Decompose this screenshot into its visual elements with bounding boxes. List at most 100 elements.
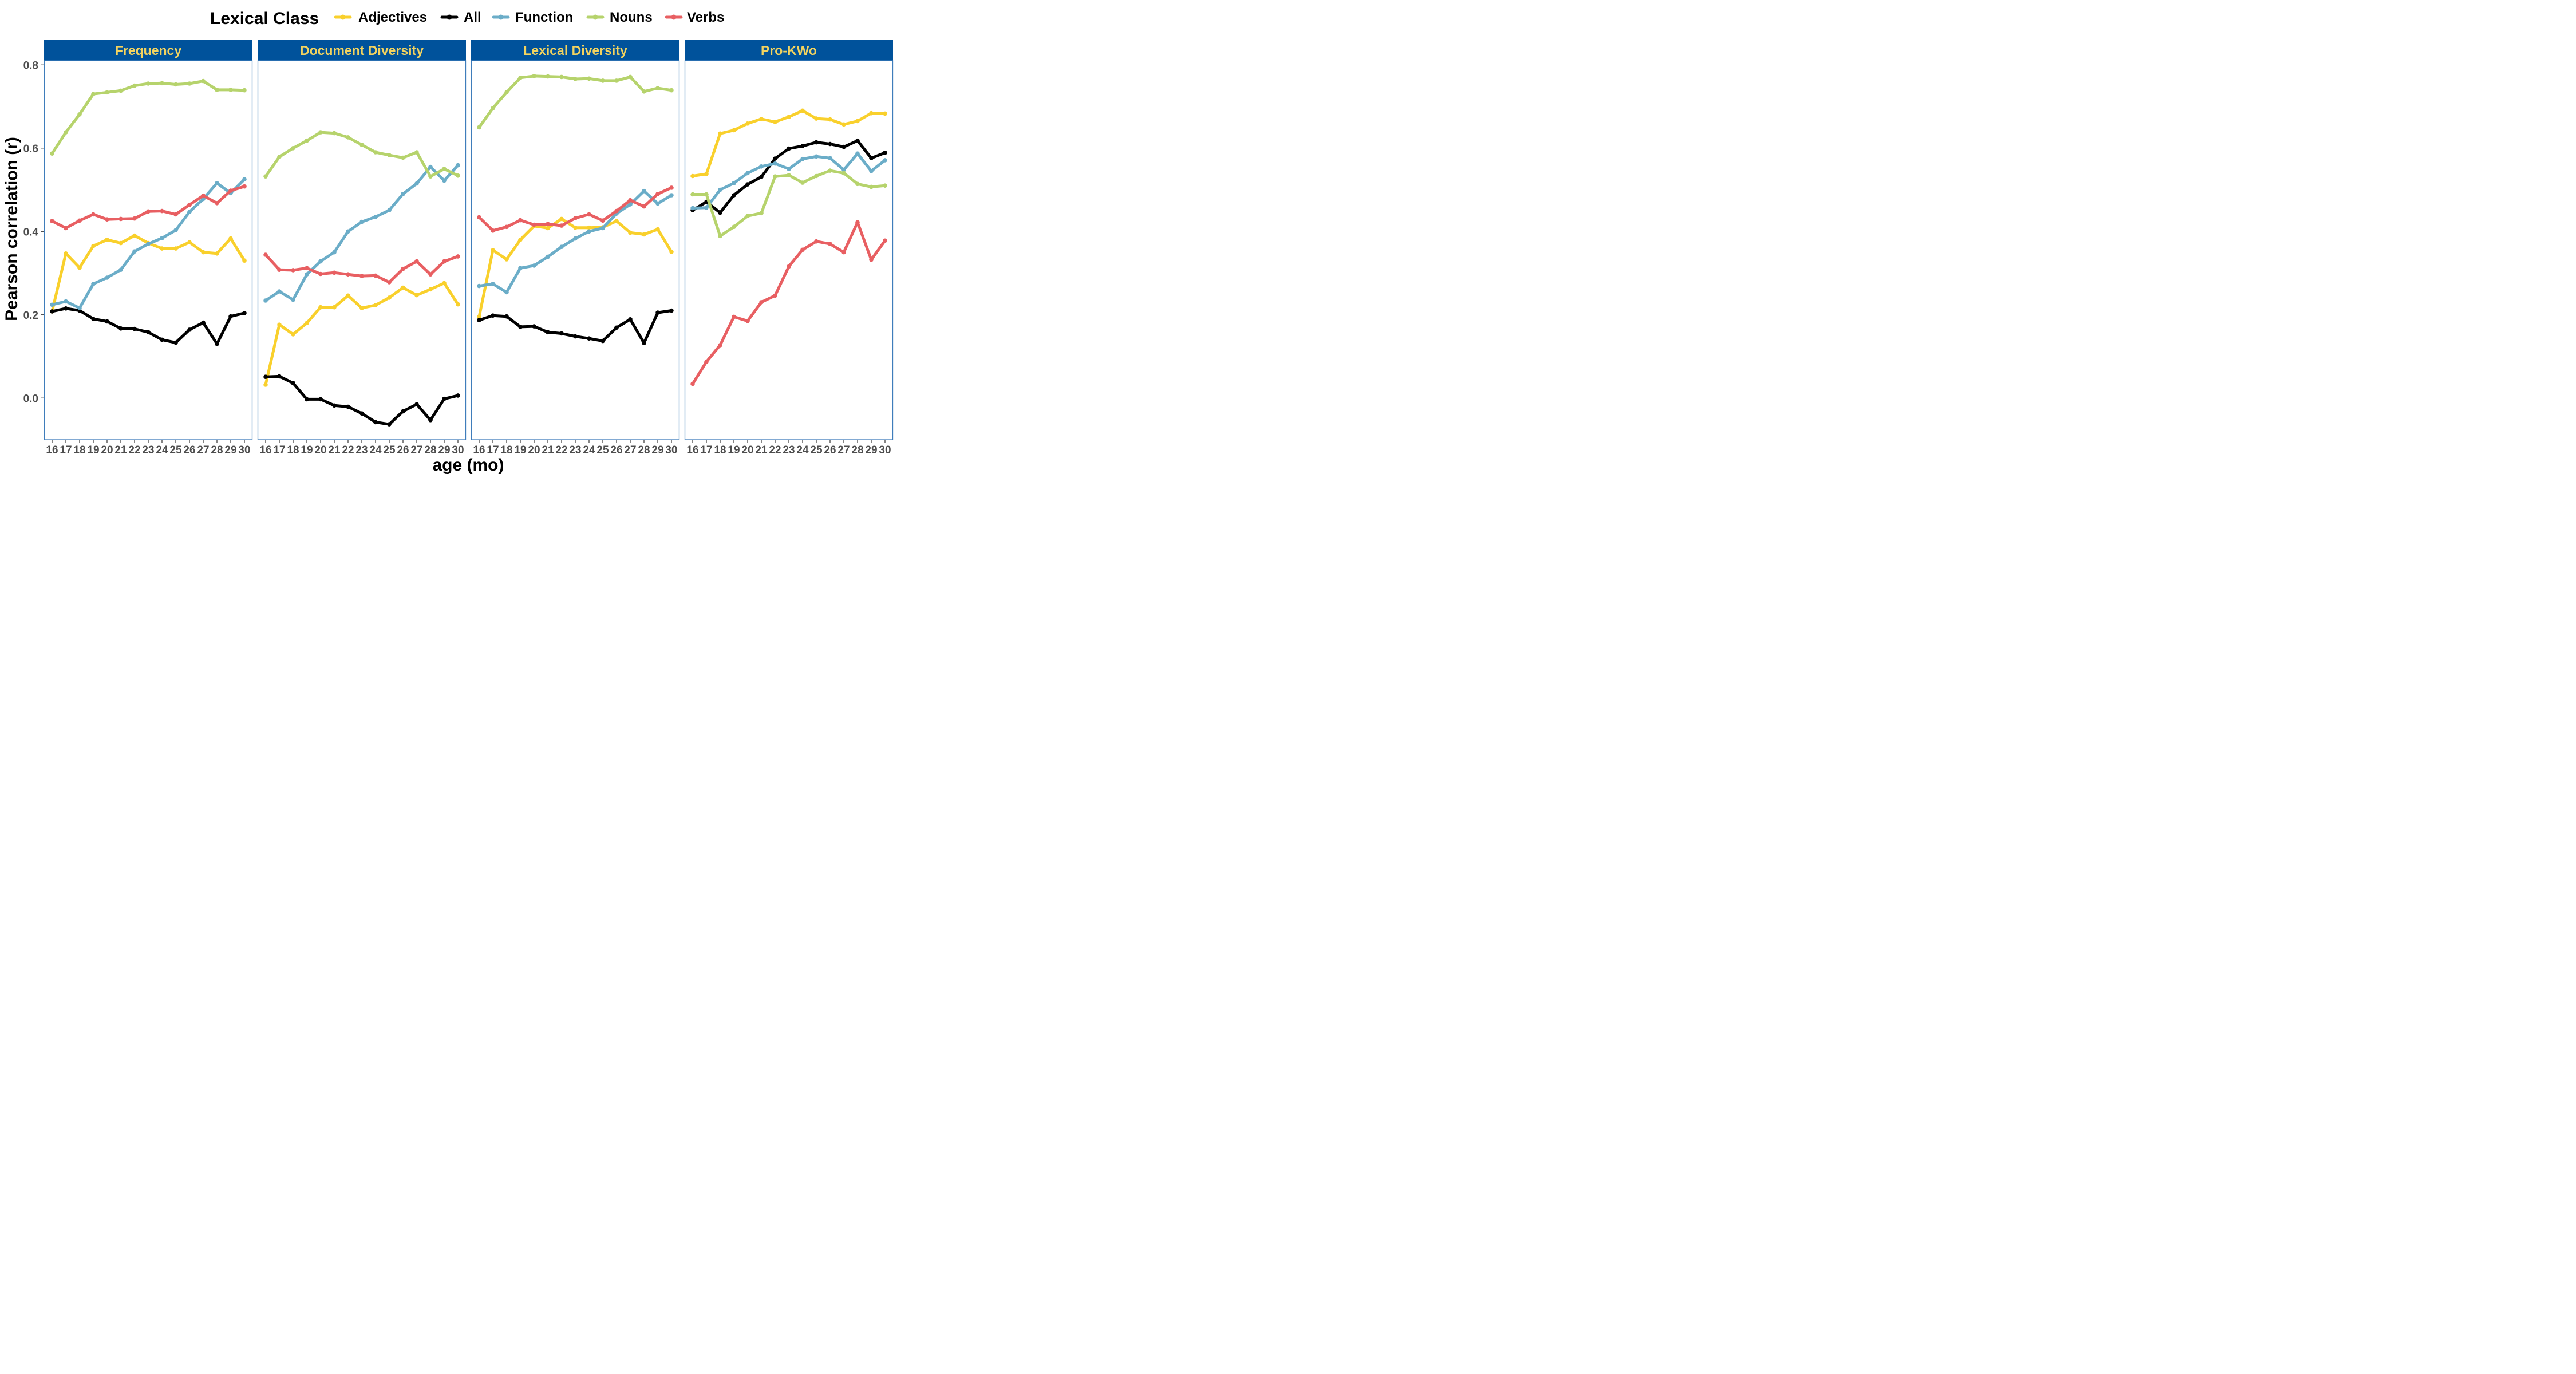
x-tick-label: 24 (583, 444, 595, 456)
data-point-adjectives (669, 250, 674, 254)
data-point-all (442, 396, 447, 401)
data-point-verbs (318, 271, 323, 277)
data-point-adjectives (387, 295, 392, 300)
legend-entry-adjectives: Adjectives (334, 10, 427, 25)
x-tick-label: 28 (424, 444, 436, 456)
data-point-adjectives (187, 240, 192, 245)
data-point-adjectives (559, 216, 564, 222)
x-tick-label: 26 (610, 444, 622, 456)
panel-lexical-diversity: Lexical Diversity 16 17 18 19 20 21 22 23 24 25 26 2… (471, 40, 680, 456)
x-tick-label: 20 (101, 444, 113, 456)
data-point-verbs (477, 215, 481, 220)
panel-title: Pro-KWo (761, 43, 817, 58)
data-point-nouns (759, 211, 764, 216)
data-point-all (504, 314, 509, 319)
data-point-function (655, 201, 660, 206)
data-point-all (546, 330, 550, 335)
data-point-function (800, 156, 805, 161)
series-verbs (477, 185, 674, 233)
data-point-verbs (614, 208, 619, 214)
data-point-verbs (132, 216, 137, 221)
data-point-verbs (655, 192, 660, 196)
data-point-verbs (491, 228, 495, 233)
panel-title: Lexical Diversity (523, 43, 627, 58)
x-tick-label: 18 (714, 444, 726, 456)
data-point-function (883, 158, 887, 163)
data-point-adjectives (160, 246, 164, 251)
data-point-verbs (160, 208, 164, 214)
data-point-function (532, 263, 536, 268)
data-point-nouns (828, 168, 832, 173)
data-point-all (428, 418, 433, 423)
data-point-function (773, 161, 777, 166)
data-point-all (64, 306, 68, 311)
data-point-nouns (387, 153, 392, 157)
data-point-adjectives (105, 238, 109, 242)
data-point-verbs (442, 259, 447, 264)
data-point-nouns (318, 130, 323, 135)
legend-label-nouns: Nouns (610, 10, 653, 25)
data-point-all (118, 326, 123, 331)
data-point-verbs (105, 217, 109, 222)
data-point-nouns (869, 184, 874, 189)
data-point-all (401, 409, 405, 414)
data-point-verbs (532, 222, 536, 227)
x-tick-label: 16 (473, 444, 485, 456)
data-point-all (614, 325, 619, 330)
x-tick-label: 19 (301, 444, 313, 456)
panel-pro-kwo: Pro-KWo 16 17 18 19 20 21 22 23 24 25 26 27 28 29 30 (684, 40, 894, 456)
legend-entries: Adjectives All Function Nouns Verbs (334, 10, 724, 25)
x-tick-label: 21 (755, 444, 768, 456)
data-point-all (228, 314, 233, 319)
series-function (477, 188, 674, 295)
data-point-all (50, 309, 54, 314)
data-point-all (532, 324, 536, 329)
data-point-all (883, 151, 887, 155)
data-point-function (628, 202, 633, 207)
data-point-nouns (690, 192, 695, 197)
data-point-adjectives (690, 173, 695, 179)
data-point-nouns (373, 150, 378, 155)
data-point-adjectives (518, 238, 523, 242)
data-point-all (146, 330, 151, 335)
series-verbs (50, 184, 247, 231)
data-point-function (518, 266, 523, 271)
data-point-all (587, 336, 591, 341)
x-tick-label: 17 (487, 444, 499, 456)
x-tick-label: 22 (769, 444, 781, 456)
legend-key-point-verbs (671, 14, 677, 20)
y-tick-label: 0.2 (23, 310, 38, 322)
data-point-function (477, 283, 481, 289)
data-point-verbs (387, 280, 392, 285)
x-axis-ticks: 16 17 18 19 20 21 22 23 24 25 26 27 28 29 30 (473, 440, 678, 456)
data-point-nouns (814, 173, 819, 179)
data-point-adjectives (428, 287, 433, 292)
data-point-all (732, 193, 736, 198)
data-point-function (346, 229, 350, 234)
data-point-nouns (559, 74, 564, 80)
x-tick-label: 24 (369, 444, 382, 456)
data-point-all (855, 138, 860, 143)
data-point-nouns (187, 81, 192, 86)
series-nouns (477, 74, 674, 130)
data-point-function (105, 275, 109, 280)
data-point-adjectives (704, 172, 709, 176)
x-tick-label: 19 (728, 444, 740, 456)
data-point-adjectives (132, 233, 137, 238)
x-tick-label: 26 (183, 444, 195, 456)
x-tick-label: 28 (211, 444, 223, 456)
legend-key-point-all (447, 14, 452, 20)
series-all (477, 308, 674, 345)
x-axis-title: age (mo) (432, 456, 504, 475)
data-point-all (628, 317, 633, 322)
data-point-nouns (428, 174, 433, 179)
data-point-all (263, 374, 268, 379)
data-point-verbs (401, 266, 405, 271)
legend-label-function: Function (515, 10, 573, 25)
y-tick-label: 0.6 (23, 143, 38, 155)
panel-title: Frequency (115, 43, 182, 58)
data-point-adjectives (869, 110, 874, 116)
x-tick-label: 30 (452, 444, 464, 456)
data-point-all (814, 140, 819, 145)
